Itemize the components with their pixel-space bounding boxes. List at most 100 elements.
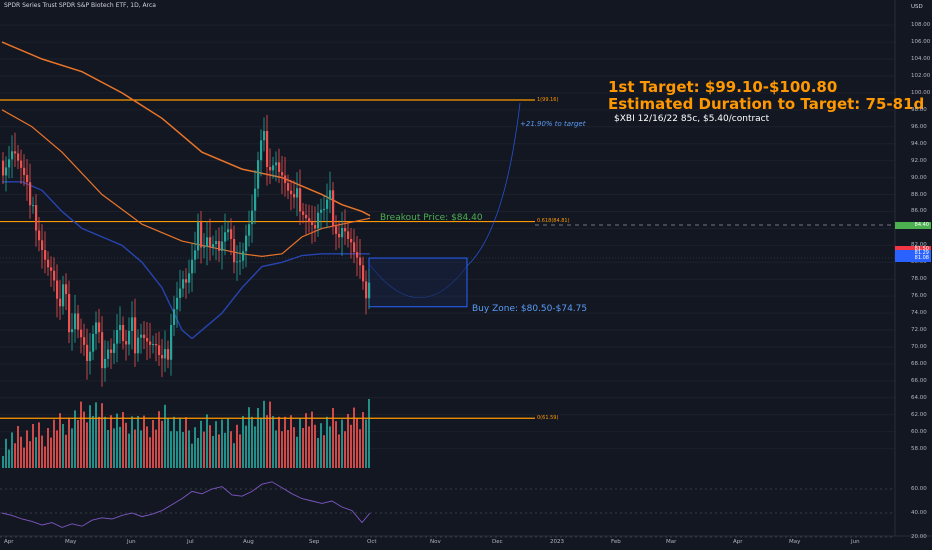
price-tick: 98.00: [911, 106, 927, 113]
candle-body-159: [161, 355, 164, 359]
candle-body-33: [35, 205, 38, 231]
rsi-tick: 60.00: [911, 486, 927, 492]
volume-bar-156: [158, 411, 160, 468]
price-tick: 72.00: [911, 327, 927, 334]
candle-body-51: [53, 270, 56, 281]
candle-body-315: [317, 212, 320, 229]
candle-body-300: [302, 211, 305, 215]
volume-bar-102: [104, 416, 106, 468]
candle-body-204: [206, 237, 209, 247]
candle-body-132: [134, 317, 137, 354]
projection-path: [466, 102, 521, 267]
volume-bar-159: [161, 420, 163, 468]
candle-body-48: [50, 267, 53, 271]
price-tick: 70.00: [911, 343, 927, 350]
volume-bar-174: [176, 431, 178, 468]
volume-bar-33: [35, 437, 37, 468]
volume-bar-90: [92, 416, 94, 468]
volume-bar-81: [83, 411, 85, 468]
volume-bar-213: [215, 421, 217, 468]
candle-body-339: [341, 227, 344, 238]
rsi-tick: 40.00: [911, 510, 927, 516]
candle-body-228: [230, 229, 233, 239]
volume-bar-54: [56, 430, 58, 468]
candle-body-165: [167, 349, 170, 360]
symbol-header[interactable]: SPDR Series Trust SPDR S&P Biotech ETF, …: [4, 2, 156, 9]
candle-body-240: [242, 251, 245, 261]
candle-body-225: [227, 229, 230, 233]
price-tick: 108.00: [911, 22, 931, 29]
candle-body-261: [263, 131, 266, 141]
volume-bar-297: [299, 418, 301, 468]
volume-bar-57: [59, 413, 61, 468]
candle-body-150: [152, 344, 155, 346]
volume-bar-339: [341, 419, 343, 468]
candle-body-360: [362, 265, 365, 282]
volume-bar-330: [332, 408, 334, 468]
candle-body-255: [257, 160, 260, 189]
volume-bar-357: [359, 429, 361, 468]
price-tick: 58.00: [911, 445, 927, 452]
candle-body-306: [308, 218, 311, 222]
volume-bar-105: [107, 430, 109, 468]
volume-bar-126: [128, 433, 130, 468]
candle-body-54: [56, 280, 59, 299]
candle-body-180: [182, 279, 185, 289]
volume-bar-303: [305, 413, 307, 468]
volume-bar-45: [47, 428, 49, 468]
candle-body-96: [98, 322, 101, 333]
candle-body-42: [44, 250, 47, 260]
volume-bar-51: [53, 419, 55, 468]
volume-bar-60: [62, 424, 64, 468]
candle-body-291: [293, 194, 296, 198]
volume-bar-237: [239, 434, 241, 468]
buy-zone-label: Buy Zone: $80.50-$74.75: [472, 304, 588, 314]
volume-bar-186: [188, 430, 190, 468]
candle-body-366: [368, 282, 371, 299]
volume-bar-162: [164, 404, 166, 468]
volume-bar-132: [134, 429, 136, 468]
candle-body-147: [149, 341, 152, 345]
buy-zone-box[interactable]: [368, 257, 468, 308]
candle-body-324: [326, 199, 329, 209]
volume-bar-258: [260, 417, 262, 468]
rsi-panel: [0, 481, 895, 538]
volume-bar-123: [125, 422, 127, 468]
price-tick: 78.00: [911, 276, 927, 283]
volume-bar-294: [296, 436, 298, 468]
candle-body-357: [359, 257, 362, 266]
candle-body-345: [347, 231, 350, 239]
volume-bar-240: [242, 416, 244, 468]
currency-label: USD: [911, 4, 923, 10]
volume-bar-120: [122, 412, 124, 468]
candle-body-141: [143, 334, 146, 339]
price-tag: 84.40: [895, 221, 931, 229]
volume-bar-285: [287, 430, 289, 468]
time-label: Nov: [430, 539, 441, 545]
candle-body-201: [203, 246, 206, 248]
volume-bar-183: [185, 417, 187, 468]
volume-bar-24: [26, 430, 28, 468]
candle-body-24: [26, 175, 29, 183]
volume-bar-18: [20, 436, 22, 468]
volume-bar-366: [368, 399, 370, 468]
volume-bar-189: [191, 443, 193, 468]
volume-bar-168: [170, 431, 172, 468]
volume-bar-27: [29, 441, 31, 468]
volume-bar-336: [338, 434, 340, 468]
volume-bar-306: [308, 426, 310, 468]
candle-body-243: [245, 235, 248, 252]
candle-body-297: [299, 188, 302, 212]
volume-bar-228: [230, 431, 232, 468]
volume-bar-42: [44, 446, 46, 468]
price-tick: 62.00: [911, 411, 927, 418]
volume-bar-48: [50, 437, 52, 468]
candle-body-222: [224, 232, 227, 242]
volume-bar-267: [269, 401, 271, 468]
duration-label: Estimated Duration to Target: 75-81d: [608, 95, 925, 113]
volume-bar-252: [254, 426, 256, 468]
candle-body-12: [14, 151, 17, 154]
candle-body-216: [218, 241, 221, 251]
candle-body-231: [233, 238, 236, 263]
